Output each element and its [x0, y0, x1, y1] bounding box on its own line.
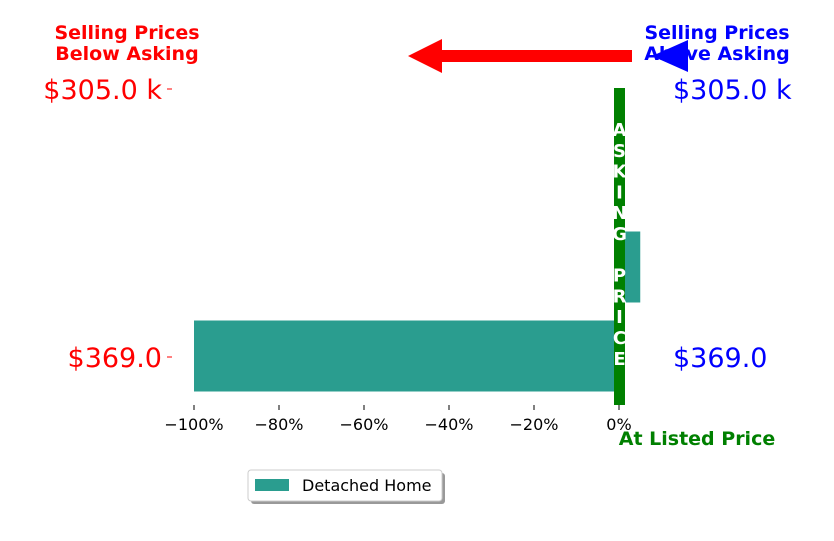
asking-price-letter: K — [613, 162, 628, 183]
x-tick-label: −100% — [164, 415, 223, 434]
legend-label: Detached Home — [302, 476, 432, 495]
above-asking-arrow-icon — [652, 40, 688, 72]
asking-price-letter: S — [613, 141, 626, 162]
bar-1 — [194, 320, 619, 392]
asking-price-letter: R — [613, 286, 627, 307]
legend: Detached Home — [247, 469, 445, 504]
left-title-line1: Selling Prices — [54, 22, 199, 44]
asking-price-letter: G — [612, 224, 627, 245]
asking-price-letter: A — [613, 120, 627, 141]
asking-price-letter: I — [616, 182, 623, 203]
x-tick-label: 0% — [606, 415, 631, 434]
left-title-line2: Below Asking — [55, 43, 198, 65]
x-tick-label: −80% — [255, 415, 304, 434]
category-labels: $305.0 k $369.0 $305.0 k $369.0 — [43, 75, 792, 374]
legend-swatch — [255, 479, 289, 491]
asking-price-letter: E — [613, 349, 625, 370]
asking-price-letter: C — [613, 328, 626, 349]
asking-price-letter: P — [613, 266, 626, 287]
at-listed-price-label: At Listed Price — [619, 428, 775, 450]
asking-price-letter: I — [616, 307, 623, 328]
left-category-label: $369.0 — [68, 343, 162, 374]
legend-box — [247, 469, 443, 502]
right-category-label: $369.0 — [673, 343, 767, 374]
x-tick-label: −20% — [510, 415, 559, 434]
left-category-label: $305.0 k — [43, 75, 162, 106]
below-asking-arrow-icon — [408, 39, 632, 73]
x-tick-label: −60% — [340, 415, 389, 434]
x-tick-label: −40% — [425, 415, 474, 434]
x-axis: −100% −80% −60% −40% −20% 0% — [164, 405, 632, 434]
bars-layer — [194, 231, 641, 392]
right-title-line1: Selling Prices — [644, 22, 789, 44]
right-category-label: $305.0 k — [673, 75, 792, 106]
asking-price-letter: N — [612, 203, 627, 224]
